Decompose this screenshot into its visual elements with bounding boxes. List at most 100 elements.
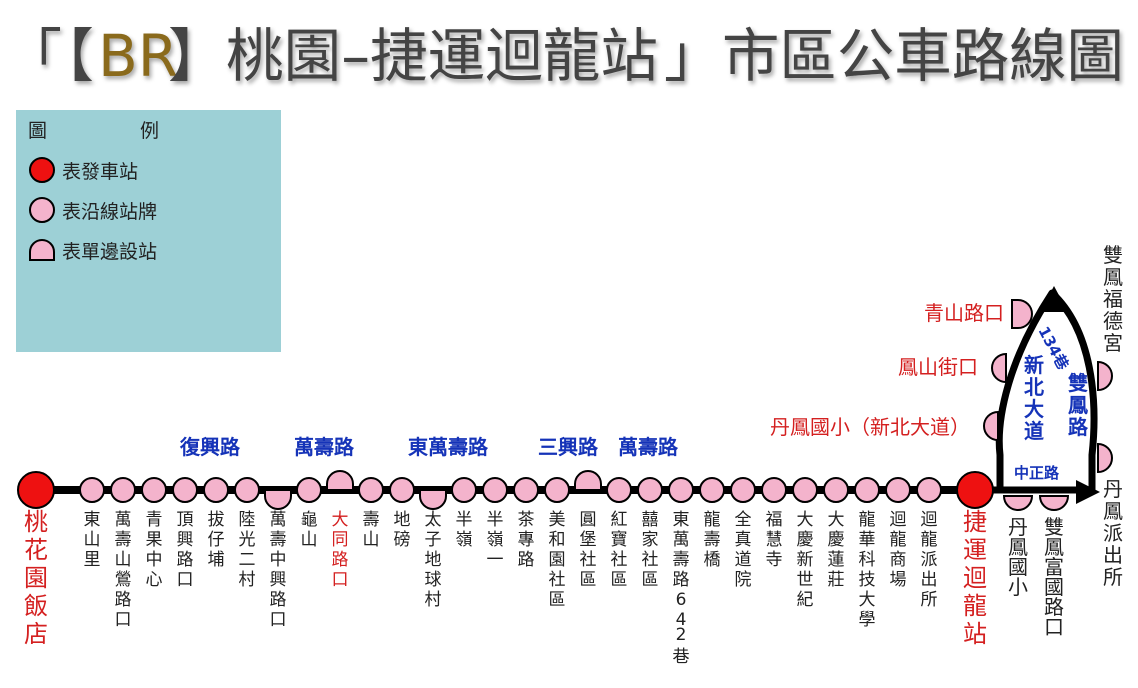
svg-text:新北大道: 新北大道 (1024, 353, 1044, 443)
branch-arrow-right (1076, 480, 1100, 504)
branch-stop-danfeng-school-ave (983, 410, 999, 442)
stop-label-28: 迴龍派出所 (921, 510, 938, 610)
road-label-east-wanshou: 東萬壽路 (408, 435, 489, 459)
stop-label-16: 美和園社區 (549, 510, 566, 610)
stop-label-1: 東山里 (84, 510, 101, 570)
stop-marker-9 (326, 470, 354, 491)
stop-label-3: 青果中心 (146, 510, 163, 590)
stop-marker-3 (141, 477, 167, 503)
branch-stop-fengshan (991, 352, 1007, 384)
title-close-bracket: 】 (168, 22, 226, 90)
stop-symbol-icon (29, 197, 55, 223)
title-suffix: 市區公車路線圖 (722, 22, 1124, 90)
road-label-fuxing: 復興路 (179, 435, 241, 459)
stop-marker-29 (956, 471, 994, 509)
title-open-bracket: 【 (36, 22, 94, 90)
stop-label-25: 大慶蓮莊 (828, 510, 845, 590)
legend-title-right: 例 (140, 120, 160, 142)
title-open-quote: 「 (4, 22, 62, 90)
stop-label-2: 萬壽山鶯路口 (115, 510, 132, 630)
stop-marker-8 (296, 477, 322, 503)
stop-label-26: 龍華科技大學 (859, 510, 876, 630)
terminal-symbol-icon (29, 157, 55, 183)
stop-label-18: 紅寶社區 (611, 510, 628, 590)
stop-marker-4 (172, 477, 198, 503)
legend-title-left: 圖 (28, 120, 48, 142)
page-title: 「 【 BR 】 桃園–捷運迴龍站 」 市區公車路線圖 (4, 22, 1124, 90)
branch-stop-shuangfeng-fuguo (1038, 495, 1070, 511)
stop-marker-6 (234, 477, 260, 503)
road-label-sanxing: 三興路 (538, 435, 599, 459)
title-close-quote: 」 (664, 22, 722, 90)
stop-marker-17 (574, 470, 602, 491)
branch-label-danfeng-police: 丹鳳派出所 (1103, 477, 1123, 589)
stop-label-6: 陸光二村 (239, 510, 256, 590)
stop-label-11: 地磅 (394, 510, 411, 550)
svg-text:雙鳳路: 雙鳳路 (1068, 371, 1089, 439)
branch-road-bottom-label: 中正路 (1014, 464, 1060, 482)
stop-label-4: 頂興路口 (177, 510, 194, 590)
stop-label-20: 東萬壽路 6 4 (673, 510, 690, 630)
stop-label-8: 龜山 (301, 510, 318, 550)
legend-item-one-side: 表單邊設站 (28, 236, 157, 264)
stop-label-7: 萬壽中興路口 (270, 510, 287, 630)
stop-label-27: 迴龍商場 (890, 510, 907, 590)
stop-label-19: 囍家社區 (642, 510, 659, 590)
road-label-wanshou-1: 萬壽路 (294, 435, 355, 459)
stop-label-15: 茶專路 (518, 510, 535, 570)
stop-marker-21 (699, 477, 725, 503)
branch-road-right-label: 雙鳳路 (1068, 371, 1089, 439)
legend-box: 圖 例 表發車站 表沿線站牌 表單邊設站 (16, 110, 281, 352)
branch-label-danfeng-school-ave: 丹鳳國小（新北大道） (770, 415, 970, 439)
stop-label-13: 半嶺 (456, 510, 473, 550)
stop-marker-19 (637, 477, 663, 503)
legend-label-terminal: 表發車站 (62, 160, 139, 183)
stop-marker-11 (389, 477, 415, 503)
stop-marker-25 (823, 477, 849, 503)
stop-marker-0 (17, 471, 55, 509)
stop-label-12: 太子地球村 (425, 510, 442, 610)
branch-arrow-up (1040, 286, 1068, 312)
stop-label-14: 半嶺一 (487, 510, 504, 570)
branch-stop-danfeng-school (1002, 495, 1034, 511)
stop-marker-24 (792, 477, 818, 503)
branch-label-fengshan: 鳳山街口 (898, 355, 978, 379)
stop-label-21: 龍壽橋 (704, 510, 721, 570)
road-label-wanshou-2: 萬壽路 (618, 435, 679, 459)
stop-marker-10 (358, 477, 384, 503)
stop-marker-18 (606, 477, 632, 503)
stop-marker-12 (419, 489, 447, 510)
legend-item-terminal: 表發車站 (28, 156, 138, 184)
stop-label-17: 圓堡社區 (580, 510, 597, 590)
stop-label-0: 桃花園飯店 (24, 508, 48, 648)
legend-label-stop: 表沿線站牌 (62, 200, 158, 223)
stop-marker-5 (203, 477, 229, 503)
branch-label-qingshan: 青山路口 (924, 301, 1004, 325)
branch-stop-qingshan (1011, 299, 1033, 329)
one-side-stop-symbol-icon (29, 239, 55, 261)
stop-marker-1 (79, 477, 105, 503)
stop-label-29: 捷運迴龍站 (963, 508, 987, 648)
stop-marker-16 (544, 477, 570, 503)
stop-marker-2 (110, 477, 136, 503)
branch-stop-danfeng-police (1097, 442, 1113, 474)
title-route-name: 桃園–捷運迴龍站 (226, 22, 658, 90)
stop-label-9: 大同路口 (332, 510, 349, 590)
stop-label-22: 全真道院 (735, 510, 752, 590)
stop-marker-7 (264, 489, 292, 510)
branch-label-shuangfeng-temple: 雙鳳福德宮 (1103, 243, 1123, 355)
stop-marker-13 (451, 477, 477, 503)
stop-marker-26 (854, 477, 880, 503)
branch-stop-shuangfeng-temple (1097, 360, 1113, 392)
branch-label-danfeng-school: 丹鳳國小 (1008, 515, 1028, 599)
stop-marker-28 (916, 477, 942, 503)
stop-label-23: 福慧寺 (766, 510, 783, 570)
legend-label-one-side: 表單邊設站 (62, 240, 158, 263)
stop-marker-14 (482, 477, 508, 503)
stop-marker-20 (668, 477, 694, 503)
legend-item-stop: 表沿線站牌 (28, 196, 157, 224)
stop-label-10: 壽山 (363, 510, 380, 550)
stop-label-extra-20: 2 (676, 625, 687, 645)
branch-label-shuangfeng-fuguo: 雙鳳富國路口 (1044, 515, 1064, 639)
